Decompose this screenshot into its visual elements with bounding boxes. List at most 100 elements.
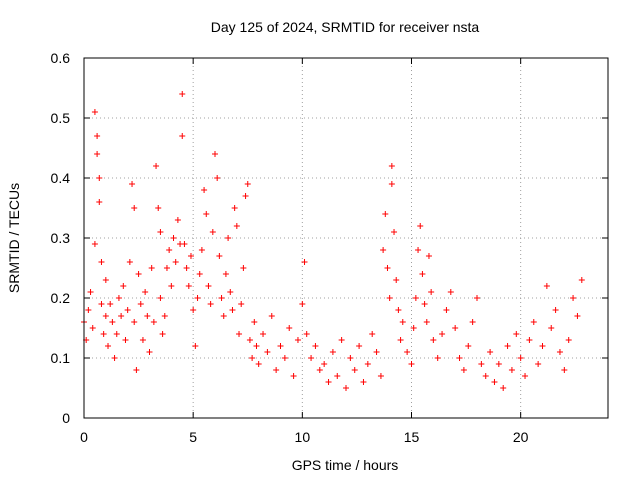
data-point	[157, 229, 164, 235]
data-point	[316, 367, 323, 373]
data-point	[421, 301, 428, 307]
data-point	[260, 331, 267, 337]
data-point	[124, 307, 131, 313]
data-point	[190, 307, 197, 313]
data-point	[347, 355, 354, 361]
data-point	[153, 163, 160, 169]
data-point	[325, 379, 332, 385]
data-point	[96, 175, 103, 181]
data-point	[115, 295, 122, 301]
data-point	[139, 337, 146, 343]
data-point	[150, 319, 157, 325]
y-tick-label: 0	[62, 410, 70, 426]
data-point	[290, 373, 297, 379]
data-point	[135, 271, 142, 277]
data-point	[264, 349, 271, 355]
data-point	[491, 379, 498, 385]
data-point	[548, 325, 555, 331]
data-point	[146, 349, 153, 355]
data-point	[133, 367, 140, 373]
data-point	[91, 241, 98, 247]
data-point	[216, 253, 223, 259]
data-point	[443, 307, 450, 313]
data-point	[388, 163, 395, 169]
data-point	[500, 385, 507, 391]
data-point	[415, 247, 422, 253]
data-point	[148, 265, 155, 271]
data-point	[570, 295, 577, 301]
data-point	[517, 355, 524, 361]
data-point	[102, 277, 109, 283]
data-point	[94, 151, 101, 157]
data-point	[382, 211, 389, 217]
data-point	[100, 331, 107, 337]
data-point	[434, 355, 441, 361]
data-point	[513, 331, 520, 337]
data-point	[299, 301, 306, 307]
data-point	[388, 181, 395, 187]
data-point	[334, 373, 341, 379]
data-point	[244, 181, 251, 187]
data-point	[556, 349, 563, 355]
data-point	[203, 211, 210, 217]
data-point	[185, 283, 192, 289]
data-point	[338, 337, 345, 343]
data-point	[137, 301, 144, 307]
data-point	[281, 355, 288, 361]
data-point	[395, 307, 402, 313]
data-point	[205, 283, 212, 289]
data-point	[487, 349, 494, 355]
data-point	[380, 247, 387, 253]
data-point	[417, 223, 424, 229]
data-points	[81, 91, 585, 391]
data-point	[122, 337, 129, 343]
data-point	[187, 253, 194, 259]
data-point	[294, 337, 301, 343]
data-point	[179, 91, 186, 97]
data-point	[131, 319, 138, 325]
data-point	[229, 307, 236, 313]
data-point	[240, 265, 247, 271]
data-point	[89, 325, 96, 331]
data-point	[408, 361, 415, 367]
data-point	[212, 151, 218, 157]
data-point	[399, 319, 406, 325]
data-point	[98, 259, 105, 265]
data-point	[410, 325, 417, 331]
data-point	[574, 313, 581, 319]
data-point	[242, 193, 249, 199]
data-point	[530, 319, 537, 325]
data-point	[504, 343, 511, 349]
data-point	[220, 313, 227, 319]
data-point	[460, 367, 467, 373]
data-point	[157, 295, 164, 301]
data-point	[194, 295, 201, 301]
data-point	[249, 355, 256, 361]
data-point	[233, 223, 240, 229]
data-point	[107, 301, 114, 307]
data-point	[227, 289, 234, 295]
data-point	[105, 343, 112, 349]
data-point	[286, 325, 293, 331]
data-point	[181, 241, 188, 247]
data-point	[222, 271, 229, 277]
data-point	[268, 313, 275, 319]
data-point	[321, 361, 328, 367]
data-point	[535, 361, 542, 367]
data-point	[469, 319, 476, 325]
data-point	[425, 253, 432, 259]
data-point	[301, 259, 308, 265]
data-point	[565, 337, 572, 343]
data-point	[253, 343, 260, 349]
data-point	[356, 343, 363, 349]
data-point	[428, 289, 435, 295]
x-tick-label: 10	[295, 429, 311, 445]
y-tick-label: 0.1	[51, 350, 71, 366]
data-point	[207, 301, 214, 307]
data-point	[273, 367, 280, 373]
data-point	[196, 271, 203, 277]
data-point	[111, 355, 118, 361]
data-point	[218, 295, 225, 301]
data-point	[238, 301, 245, 307]
